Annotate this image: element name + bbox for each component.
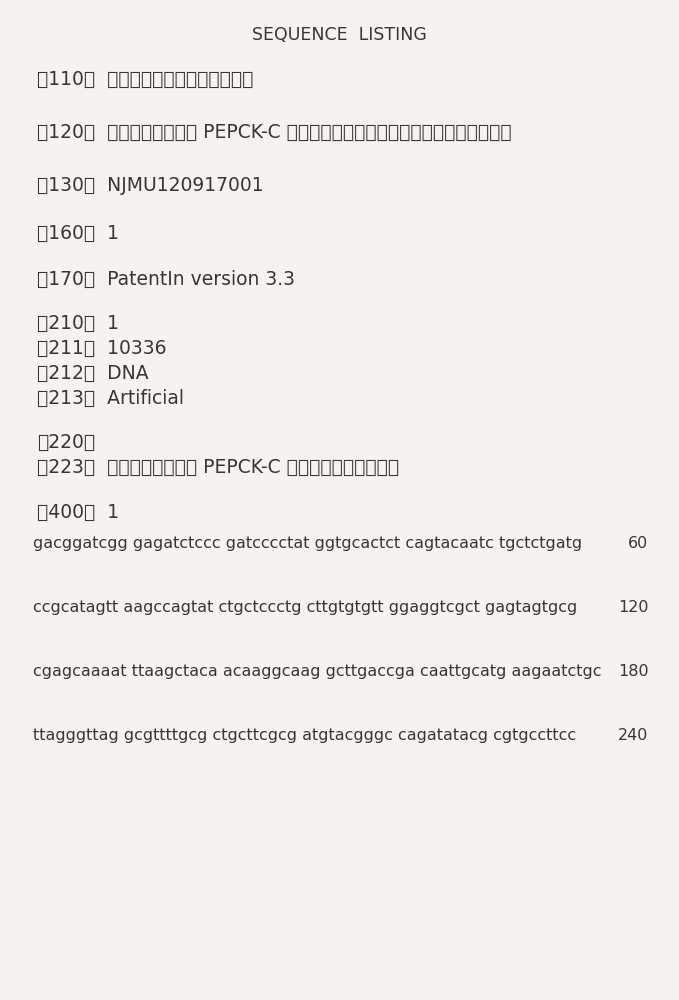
Text: 〈211〉  10336: 〈211〉 10336 [37,339,167,358]
Text: 〈160〉  1: 〈160〉 1 [37,224,120,243]
Text: ccgcatagtt aagccagtat ctgctccctg cttgtgtgtt ggaggtcgct gagtagtgcg: ccgcatagtt aagccagtat ctgctccctg cttgtgt… [33,600,577,615]
Text: 〈120〉  骨骼肌特异性表达 PEPCK-C 以改变小鼠运动能力和代谢功能的转基因载体: 〈120〉 骨骼肌特异性表达 PEPCK-C 以改变小鼠运动能力和代谢功能的转基… [37,123,512,142]
Text: 120: 120 [618,600,648,615]
Text: 〈130〉  NJMU120917001: 〈130〉 NJMU120917001 [37,176,264,195]
Text: 〈170〉  PatentIn version 3.3: 〈170〉 PatentIn version 3.3 [37,270,295,289]
Text: 〈223〉  骨骼肌特异表达鼠 PEPCK-C 的转基因载体的全序列: 〈223〉 骨骼肌特异表达鼠 PEPCK-C 的转基因载体的全序列 [37,458,399,477]
Text: cgagcaaaat ttaagctaca acaaggcaag gcttgaccga caattgcatg aagaatctgc: cgagcaaaat ttaagctaca acaaggcaag gcttgac… [33,664,601,679]
Text: 60: 60 [628,536,648,551]
Text: 〈400〉  1: 〈400〉 1 [37,503,120,522]
Text: 〈210〉  1: 〈210〉 1 [37,314,120,333]
Text: 180: 180 [618,664,648,679]
Text: 〈110〉  中国药科大学，南京医科大学: 〈110〉 中国药科大学，南京医科大学 [37,70,254,89]
Text: 〈213〉  Artificial: 〈213〉 Artificial [37,389,184,408]
Text: gacggatcgg gagatctccc gatcccctat ggtgcactct cagtacaatc tgctctgatg: gacggatcgg gagatctccc gatcccctat ggtgcac… [33,536,582,551]
Text: SEQUENCE  LISTING: SEQUENCE LISTING [252,26,427,44]
Text: ttagggttag gcgttttgcg ctgcttcgcg atgtacgggc cagatatacg cgtgccttcc: ttagggttag gcgttttgcg ctgcttcgcg atgtacg… [33,728,576,743]
Text: 240: 240 [618,728,648,743]
Text: 〈212〉  DNA: 〈212〉 DNA [37,364,149,383]
Text: 〈220〉: 〈220〉 [37,433,96,452]
